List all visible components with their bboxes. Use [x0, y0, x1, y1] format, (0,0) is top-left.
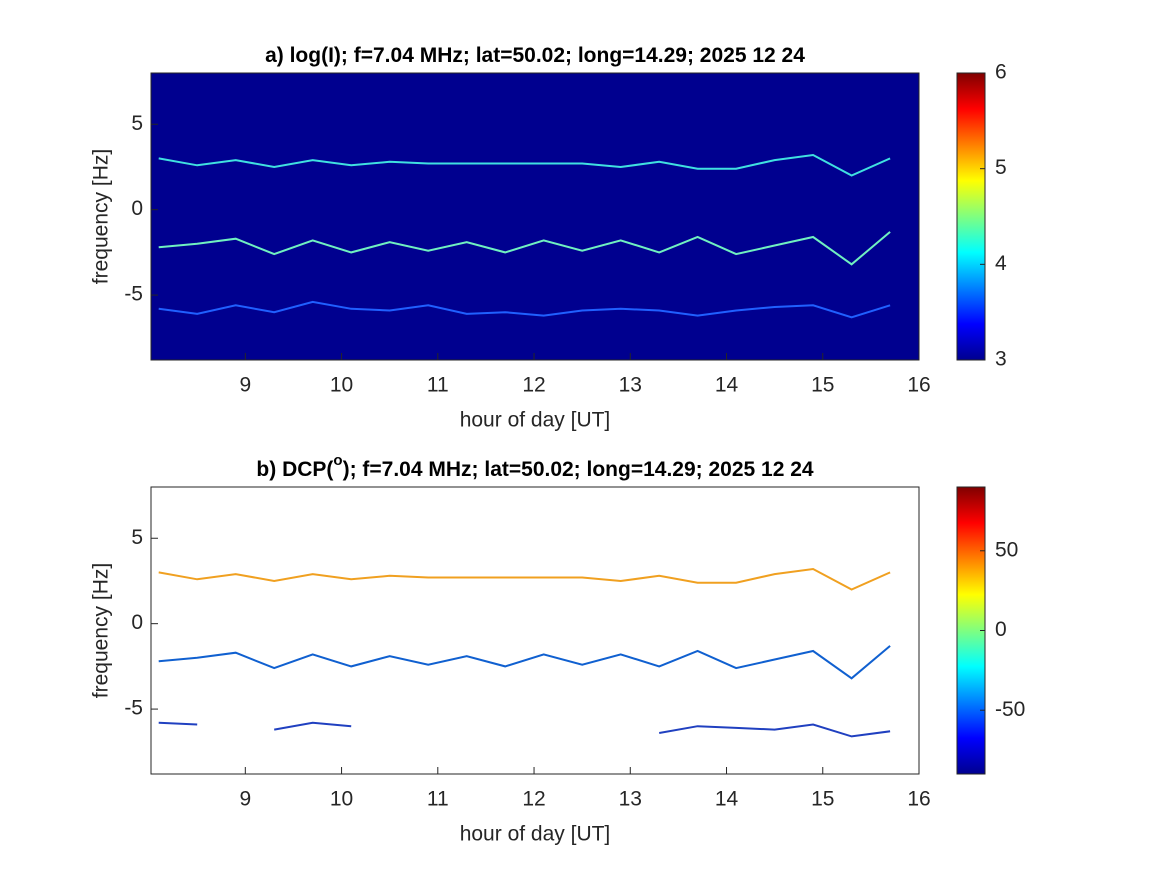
- x-tick-label: 16: [907, 374, 930, 397]
- x-tick-label: 11: [427, 374, 449, 397]
- trace: [158, 567, 891, 591]
- colorbar-tick-label: 0: [995, 618, 1007, 641]
- colorbar-tick-label: 3: [995, 348, 1007, 371]
- colorbar: [956, 72, 986, 361]
- y-tick-label: 0: [131, 611, 143, 634]
- x-tick-label: 14: [715, 788, 739, 811]
- plot-area: [151, 487, 919, 774]
- x-tick-label: 12: [522, 374, 545, 397]
- x-axis-label: hour of day [UT]: [460, 823, 611, 846]
- chart-title: b) DCP(o); f=7.04 MHz; lat=50.02; long=1…: [256, 452, 813, 481]
- title-part: ); f=7.04 MHz; lat=50.02; long=14.29; 20…: [343, 458, 814, 481]
- x-tick-label: 15: [811, 788, 834, 811]
- x-tick-label: 10: [330, 788, 353, 811]
- x-tick-label: 9: [239, 788, 251, 811]
- y-tick-label: 5: [131, 526, 143, 549]
- trace: [158, 721, 891, 738]
- y-axis-label: frequency [Hz]: [90, 149, 113, 284]
- x-tick-label: 15: [811, 374, 834, 397]
- axes-box: [150, 72, 920, 361]
- y-tick-label: -5: [124, 283, 143, 306]
- axes-box: [150, 486, 920, 775]
- title-superscript: o: [333, 452, 342, 469]
- x-tick-label: 14: [715, 374, 739, 397]
- colorbar-tick-label: 5: [995, 156, 1007, 179]
- chart-title: a) log(I); f=7.04 MHz; lat=50.02; long=1…: [265, 44, 805, 67]
- trace: [158, 153, 891, 177]
- y-tick-label: 0: [131, 197, 143, 220]
- x-tick-label: 16: [907, 788, 930, 811]
- x-tick-label: 13: [619, 788, 642, 811]
- colorbar-tick-label: 6: [995, 61, 1007, 84]
- x-tick-label: 13: [619, 374, 642, 397]
- trace: [158, 300, 891, 319]
- title-part: a) log(I); f=7.04 MHz; lat=50.02; long=1…: [265, 44, 805, 67]
- colorbar-tick-label: 4: [995, 252, 1007, 275]
- colorbar-tick-label: -50: [995, 698, 1025, 721]
- y-tick-label: -5: [124, 697, 143, 720]
- x-tick-label: 12: [522, 788, 545, 811]
- x-axis-label: hour of day [UT]: [460, 409, 611, 432]
- x-tick-label: 11: [427, 788, 449, 811]
- trace: [158, 645, 891, 680]
- title-part: b) DCP(: [256, 458, 333, 481]
- x-tick-label: 10: [330, 374, 353, 397]
- x-tick-label: 9: [239, 374, 251, 397]
- plot-area: [151, 73, 919, 360]
- y-axis-label: frequency [Hz]: [90, 563, 113, 698]
- y-tick-label: 5: [131, 112, 143, 135]
- colorbar-tick-label: 50: [995, 538, 1018, 561]
- trace: [158, 231, 891, 266]
